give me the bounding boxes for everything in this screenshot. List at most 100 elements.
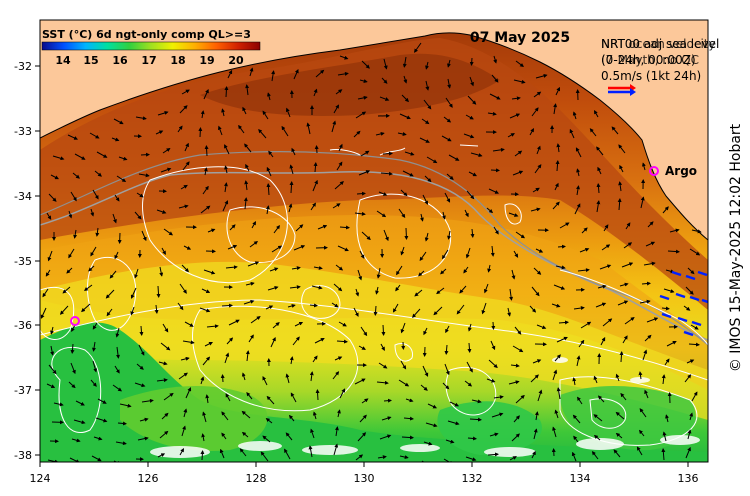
velocity-arrow xyxy=(507,133,515,138)
velocity-arrow xyxy=(251,221,256,229)
lon-tick-label: 130 xyxy=(354,472,375,485)
velocity-arrow xyxy=(578,339,585,348)
velocity-arrow xyxy=(641,162,646,171)
velocity-arrow xyxy=(487,452,499,457)
velocity-arrow xyxy=(206,324,219,329)
velocity-arrow xyxy=(95,417,108,423)
velocity-arrow xyxy=(243,299,255,305)
velocity-arrow xyxy=(424,175,432,183)
velocity-arrow xyxy=(313,265,323,270)
velocity-arrow xyxy=(312,355,318,363)
velocity-arrow xyxy=(603,224,609,232)
velocity-arrow xyxy=(225,393,231,402)
velocity-arrow xyxy=(597,395,605,403)
velocity-arrow xyxy=(219,448,225,459)
velocity-arrow xyxy=(555,86,560,96)
velocity-arrow xyxy=(281,125,289,137)
legend-line1a: NRT00 adj sea level xyxy=(601,37,719,51)
lat-tick-label: -38 xyxy=(14,449,32,462)
velocity-arrow xyxy=(664,358,670,366)
velocity-arrow xyxy=(466,190,475,200)
velocity-arrow xyxy=(42,288,49,298)
velocity-arrow xyxy=(490,168,500,173)
velocity-arrow xyxy=(643,261,656,266)
velocity-arrow xyxy=(414,289,423,297)
shelf-arrow xyxy=(685,274,696,281)
velocity-arrow xyxy=(50,174,59,180)
velocity-arrow xyxy=(59,305,69,315)
velocity-arrow xyxy=(224,86,229,98)
velocity-arrow xyxy=(569,128,575,139)
velocity-arrow xyxy=(591,451,599,460)
warm-band xyxy=(40,38,708,310)
velocity-arrow xyxy=(691,229,702,234)
velocity-arrow xyxy=(401,435,414,440)
velocity-arrow xyxy=(332,371,340,380)
velocity-arrow xyxy=(684,374,692,383)
velocity-arrow xyxy=(383,58,388,70)
velocity-arrow xyxy=(445,97,453,108)
velocity-arrow xyxy=(92,189,99,200)
velocity-arrow xyxy=(533,428,538,440)
colorbar-ticks: 14 15 16 17 18 19 20 xyxy=(55,54,244,67)
velocity-arrow xyxy=(271,245,283,253)
legend-line2b: (7-Mayth, no QC xyxy=(601,53,699,67)
velocity-arrow xyxy=(639,408,647,418)
velocity-arrow xyxy=(183,408,188,418)
velocity-arrow xyxy=(467,342,472,353)
velocity-arrow xyxy=(420,384,428,391)
velocity-arrow xyxy=(334,426,339,437)
velocity-arrow xyxy=(242,106,247,115)
velocity-arrow xyxy=(285,107,291,118)
velocity-arrow xyxy=(405,398,414,403)
velocity-arrow xyxy=(159,430,169,439)
velocity-arrow xyxy=(181,89,190,95)
velocity-arrow xyxy=(491,412,504,418)
velocity-arrow xyxy=(512,170,524,176)
velocity-arrow xyxy=(333,443,339,456)
velocity-arrow xyxy=(383,229,389,242)
velocity-arrow xyxy=(308,445,313,458)
velocity-arrow xyxy=(161,412,169,420)
shelf-arrows xyxy=(659,270,708,337)
velocity-arrow xyxy=(619,164,624,173)
velocity-arrow xyxy=(381,324,386,336)
velocity-arrow xyxy=(602,318,613,327)
velocity-arrow xyxy=(182,161,190,171)
velocity-arrow xyxy=(198,127,203,138)
velocity-arrow xyxy=(618,144,626,154)
velocity-arrow xyxy=(291,147,296,156)
velocity-arrow xyxy=(180,356,190,361)
velocity-arrow xyxy=(245,281,255,286)
velocity-arrow xyxy=(224,144,230,155)
velocity-arrow xyxy=(225,265,238,270)
velocity-arrow xyxy=(400,360,407,370)
velocity-arrow xyxy=(114,251,119,260)
velocity-arrow xyxy=(258,128,267,139)
velocity-arrow xyxy=(396,265,403,276)
velocity-arrow xyxy=(353,307,359,317)
velocity-arrow xyxy=(600,337,606,346)
velocity-arrow xyxy=(464,209,469,218)
green-patch-2 xyxy=(437,401,542,455)
velocity-arrow xyxy=(331,120,337,133)
velocity-arrow xyxy=(488,188,500,194)
velocity-arrow xyxy=(311,285,323,290)
velocity-arrow xyxy=(424,232,429,242)
velocity-arrow xyxy=(445,325,450,334)
velocity-arrow xyxy=(486,207,494,214)
velocity-arrow xyxy=(134,268,139,279)
velocity-arrow xyxy=(136,192,144,198)
argo-marker-west[interactable] xyxy=(70,316,80,326)
velocity-arrow xyxy=(510,363,520,368)
velocity-arrow xyxy=(443,116,452,123)
argo-marker-east[interactable] xyxy=(649,166,659,176)
velocity-arrow xyxy=(312,411,317,420)
velocity-arrow xyxy=(161,247,166,255)
velocity-arrow xyxy=(595,302,607,308)
velocity-arrow xyxy=(398,379,410,387)
velocity-arrow xyxy=(180,184,188,190)
velocity-arrow xyxy=(689,412,694,421)
velocity-arrow xyxy=(92,322,98,330)
